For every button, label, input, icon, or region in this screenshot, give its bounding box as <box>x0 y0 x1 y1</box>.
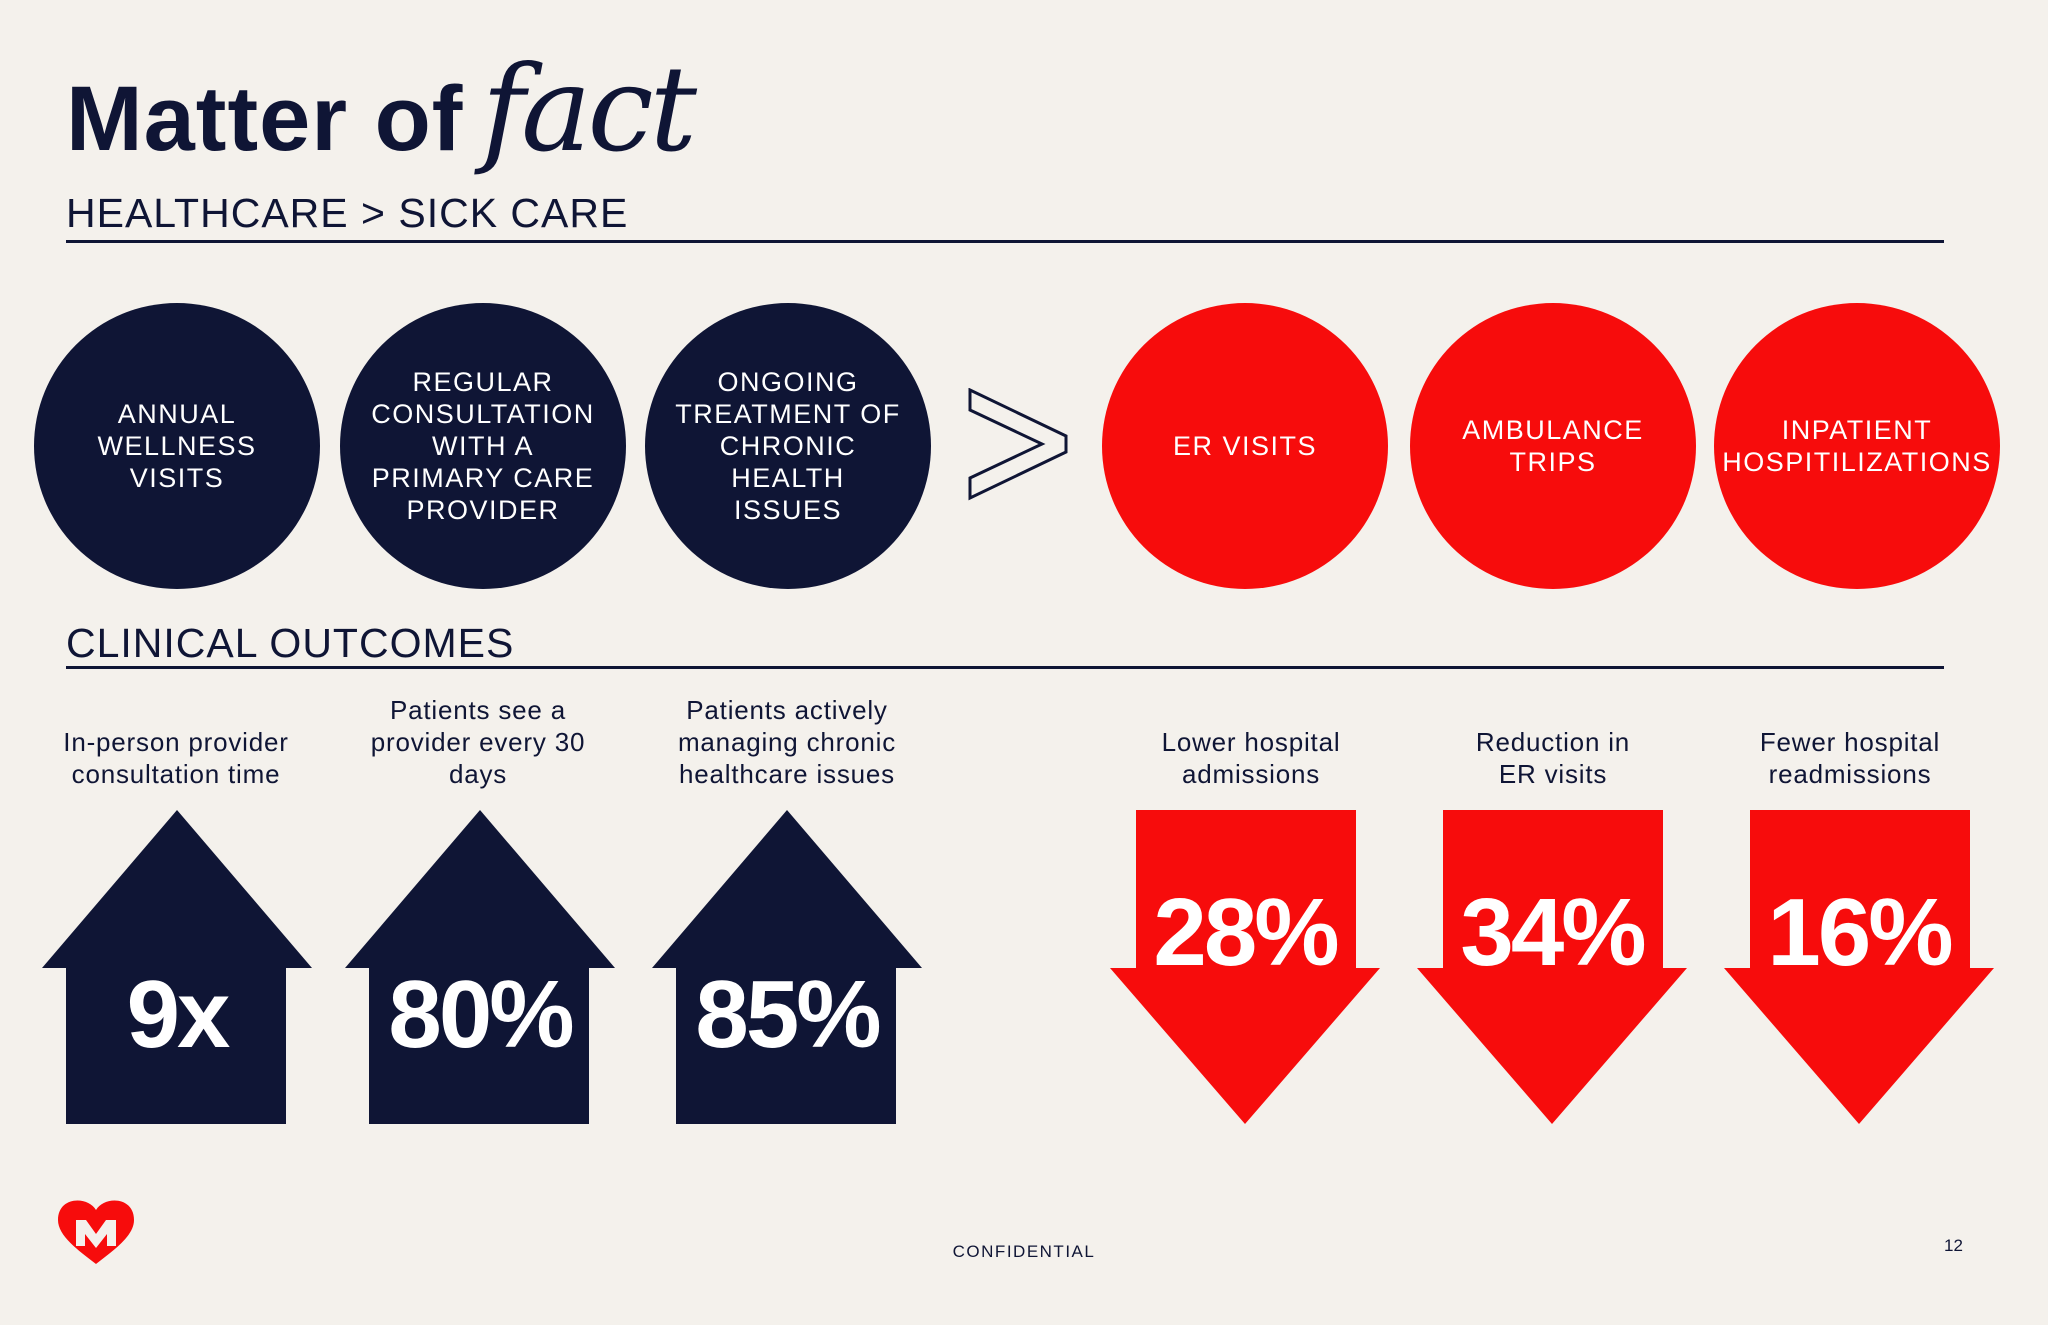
caption-text: Patients actively managing chronic healt… <box>677 695 897 789</box>
caption-text: Lower hospital admissions <box>1161 727 1341 789</box>
caption-consultation-time: In-person provider consultation time <box>63 727 289 789</box>
circle-label: ER VISITS <box>1172 431 1318 461</box>
down-arrow-icon <box>1724 810 1994 1124</box>
section-divider <box>66 666 1944 669</box>
circle-er-visits: ER VISITS <box>1102 303 1388 589</box>
circle-label: AMBULANCE TRIPS <box>1462 415 1644 477</box>
greater-than-icon <box>968 387 1070 507</box>
circle-label: ONGOING TREATMENT OF CHRONIC HEALTH ISSU… <box>675 367 901 525</box>
stat-consultation-time: 9x <box>126 961 231 1068</box>
section-divider <box>66 240 1944 243</box>
up-arrow-icon <box>42 810 312 1124</box>
circle-label: ANNUAL WELLNESS VISITS <box>97 399 257 493</box>
circle-label: INPATIENT HOSPITILIZATIONS <box>1722 415 1992 477</box>
circle-ambulance-trips: AMBULANCE TRIPS <box>1410 303 1696 589</box>
caption-text: Reduction in ER visits <box>1475 727 1631 789</box>
caption-hospital-admissions: Lower hospital admissions <box>1106 726 1396 790</box>
section-heading-clinical-outcomes: CLINICAL OUTCOMES <box>66 620 515 666</box>
down-arrow-icon <box>1110 810 1380 1124</box>
up-arrow-icon <box>652 810 922 1124</box>
stat-hospital-admissions: 28% <box>1153 879 1339 986</box>
caption-readmissions: Fewer hospital readmissions <box>1705 726 1995 790</box>
stat-managing-chronic: 85% <box>695 961 881 1068</box>
circle-annual-wellness-visits: ANNUAL WELLNESS VISITS <box>34 303 320 589</box>
confidential-label: CONFIDENTIAL <box>952 1242 1096 1261</box>
up-arrow-icon <box>345 810 615 1124</box>
caption-text: Patients see a provider every 30 days <box>370 695 586 789</box>
stat-provider-every-30-days: 80% <box>388 961 574 1068</box>
title-script: fact <box>481 40 697 178</box>
caption-er-visits: Reduction in ER visits <box>1408 726 1698 790</box>
circle-inpatient-hospitalizations: INPATIENT HOSPITILIZATIONS <box>1714 303 2000 589</box>
circle-label: REGULAR CONSULTATION WITH A PRIMARY CARE… <box>371 367 595 525</box>
circle-regular-consultation: REGULAR CONSULTATION WITH A PRIMARY CARE… <box>340 303 626 589</box>
heart-m-logo-icon <box>54 1196 138 1271</box>
caption-managing-chronic: Patients actively managing chronic healt… <box>642 694 932 790</box>
page-title: Matter of fact <box>66 40 697 178</box>
page-number: 12 <box>1944 1236 1963 1255</box>
circle-ongoing-treatment: ONGOING TREATMENT OF CHRONIC HEALTH ISSU… <box>645 303 931 589</box>
caption-provider-every-30-days: Patients see a provider every 30 days <box>333 694 623 790</box>
section-heading-healthcare: HEALTHCARE > SICK CARE <box>66 190 629 236</box>
stat-er-visits: 34% <box>1460 879 1646 986</box>
title-main: Matter of <box>66 68 464 170</box>
caption-text: Fewer hospital readmissions <box>1759 727 1941 789</box>
down-arrow-icon <box>1417 810 1687 1124</box>
stat-readmissions: 16% <box>1767 879 1953 986</box>
